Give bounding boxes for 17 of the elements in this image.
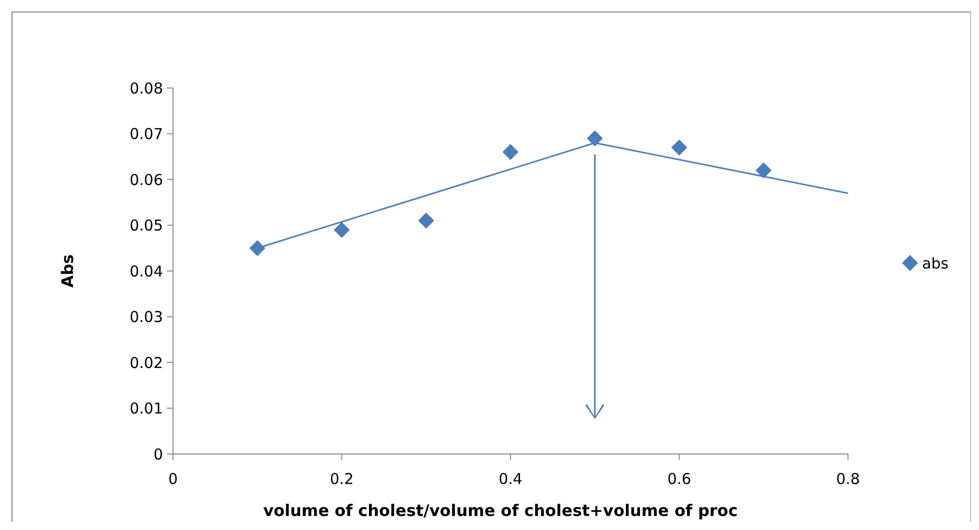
x-tick-label: 0.6 [667,470,692,488]
x-tick-label: 0.2 [330,470,354,488]
y-axis-title: Abs [58,254,77,288]
y-tick-label: 0.05 [130,216,163,234]
x-axis-title: volume of cholest/volume of cholest+volume of proc [263,501,738,520]
legend-label: abs [922,254,949,272]
x-tick-label: 0.4 [498,470,522,488]
y-tick-label: 0.08 [130,79,163,98]
y-tick-label: 0.07 [130,125,163,143]
y-tick-label: 0.01 [130,400,163,418]
y-tick-label: 0 [153,445,163,464]
x-tick-label: 0 [168,470,178,488]
y-tick-label: 0.03 [130,308,163,326]
y-tick-label: 0.04 [130,262,163,280]
x-tick-label: 0.8 [836,470,860,488]
y-tick-label: 0.02 [130,354,163,372]
y-tick-label: 0.06 [130,170,163,189]
